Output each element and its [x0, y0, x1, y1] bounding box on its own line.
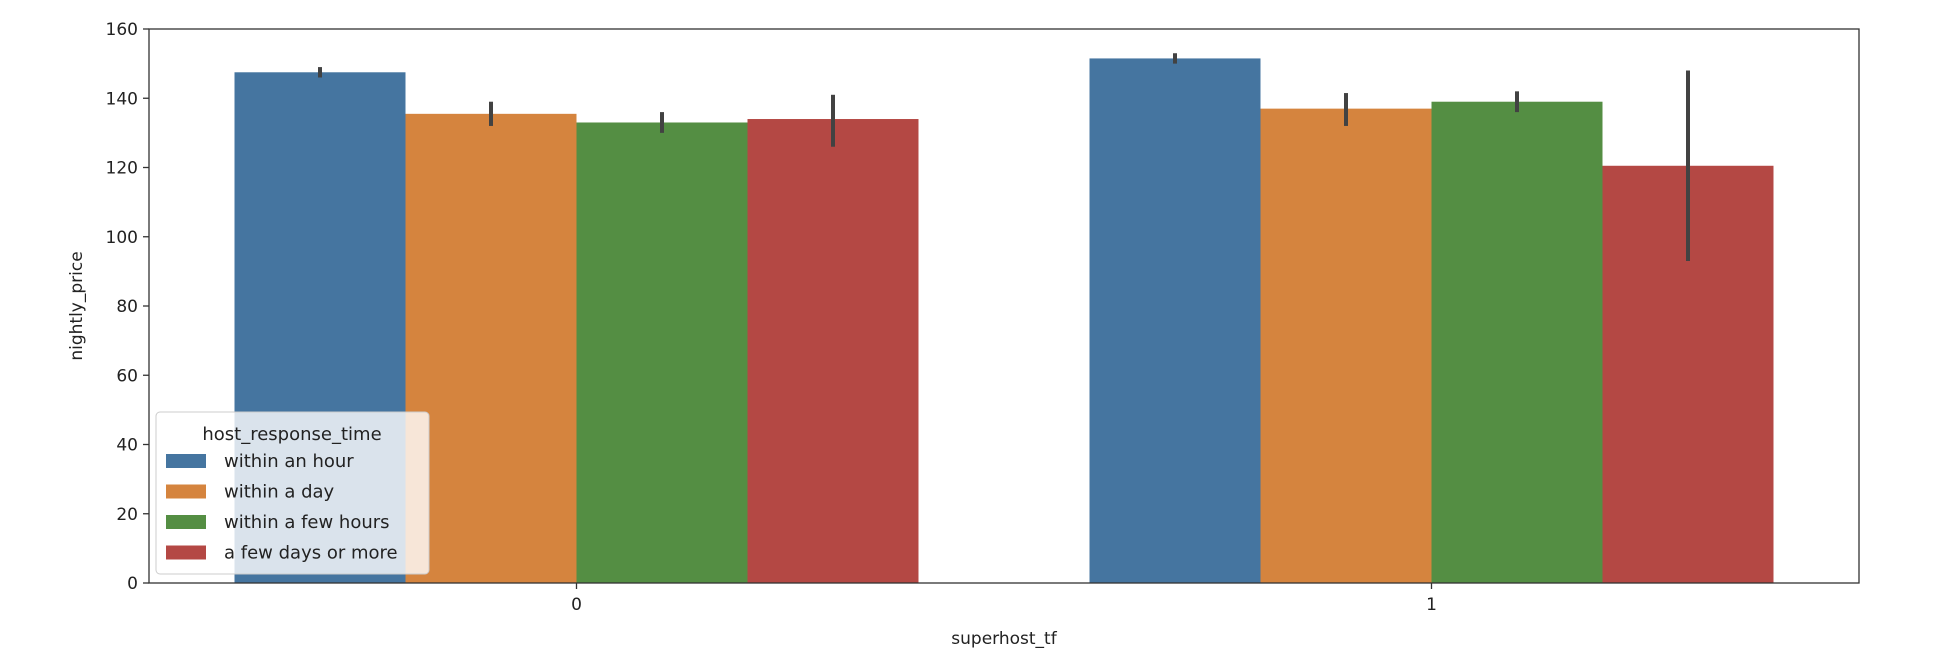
- bars-layer: [234, 58, 1774, 584]
- y-tick-label: 160: [106, 20, 138, 40]
- bar: [1431, 101, 1603, 584]
- bar: [405, 113, 577, 584]
- legend-box: [155, 411, 430, 575]
- legend-swatch: [166, 545, 206, 560]
- legend-entry-label: within an hour: [224, 451, 354, 472]
- y-tick-label: 80: [116, 297, 138, 317]
- legend-swatch: [166, 454, 206, 468]
- y-tick-label: 20: [116, 505, 138, 525]
- y-tick-label: 0: [127, 574, 138, 594]
- legend-entry-label: within a few hours: [224, 512, 390, 533]
- bar: [576, 122, 748, 584]
- y-tick-label: 60: [116, 366, 138, 386]
- y-tick-label: 100: [106, 228, 138, 248]
- y-tick-label: 140: [106, 89, 138, 109]
- x-tick-label: 1: [1426, 595, 1437, 615]
- legend: host_response_time within an hourwithin …: [155, 411, 430, 575]
- legend-items: within an hour within a day within a few h…: [166, 451, 398, 564]
- x-tick-label: 0: [571, 595, 582, 615]
- y-tick-label: 120: [106, 159, 138, 179]
- legend-title: host_response_time: [202, 424, 381, 445]
- bar: [747, 119, 919, 584]
- bar: [1260, 108, 1432, 583]
- bar: [1089, 58, 1261, 583]
- legend-swatch: [166, 515, 206, 529]
- y-axis-label: nightly_price: [67, 251, 87, 360]
- y-axis: 0 20 40 60 80 100 120 140 160: [106, 20, 149, 594]
- legend-swatch: [166, 484, 206, 499]
- legend-entry-label: within a day: [224, 482, 335, 503]
- error-bars-layer: [318, 53, 1690, 261]
- x-axis-label: superhost_tf: [951, 629, 1057, 649]
- legend-entry-label: a few days or more: [224, 543, 398, 564]
- y-tick-label: 40: [116, 436, 138, 456]
